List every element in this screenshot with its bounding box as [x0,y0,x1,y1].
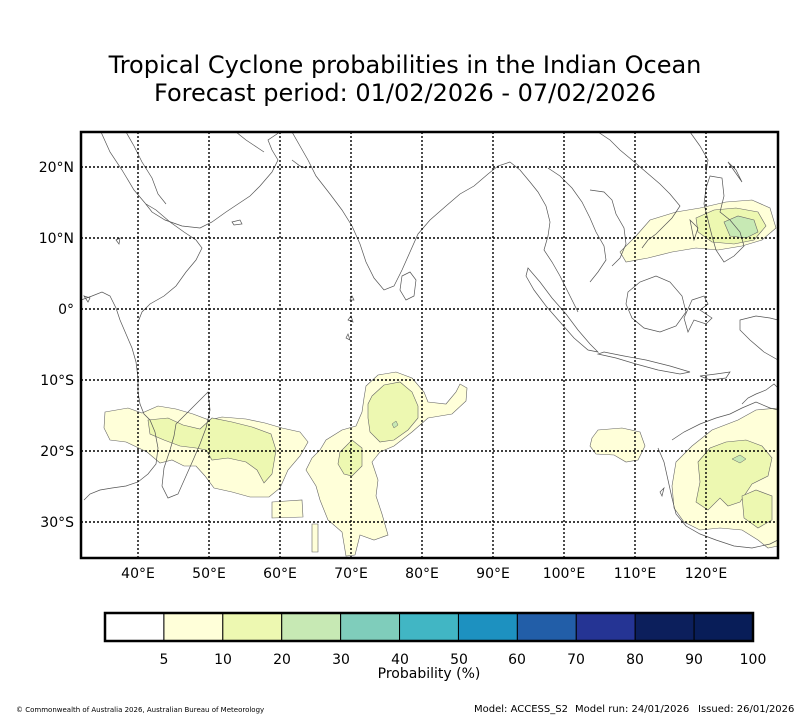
colorbar-tick: 80 [626,652,644,668]
colorbar-swatch [340,612,401,642]
probability-area-northwest-australia-10 [695,439,773,511]
colorbar-swatch [693,612,754,642]
colorbar-swatch [104,612,165,642]
colorbar-tick: 10 [214,652,232,668]
issued-date: Issued: 26/01/2026 [698,704,795,715]
lon-label: 100°E [543,566,586,582]
lat-label: 0° [58,302,74,318]
lon-label: 50°E [192,566,226,582]
probability-area-southwest-10 [147,417,277,484]
title-line-2: Forecast period: 01/02/2026 - 07/02/2026 [154,79,656,107]
colorbar-tick: 50 [450,652,468,668]
latitude-labels: 20°N 10°N 0° 10°S 20°S 30°S [39,160,74,531]
probability-area-philippines-20 [723,215,759,239]
colorbar-tick: 90 [685,652,703,668]
colorbar-tick: 30 [332,652,350,668]
lat-label: 30°S [40,515,74,531]
colorbar-tick: 70 [567,652,585,668]
colorbar [103,611,755,643]
colorbar-swatch [222,612,283,642]
colorbar-swatch [163,612,224,642]
model-run-date: Model run: 24/01/2026 [575,704,690,715]
probability-area-west-australia [589,427,646,463]
colorbar-swatch [516,612,577,642]
colorbar-swatch [457,612,518,642]
copyright-notice: © Commonwealth of Australia 2026, Austra… [16,706,265,714]
map-frame [79,130,780,560]
model-name: Model: ACCESS_S2 [474,704,568,715]
lon-label: 40°E [121,566,155,582]
lon-label: 80°E [405,566,439,582]
graticule [81,132,778,558]
longitude-labels: 40°E 50°E 60°E 70°E 80°E 90°E 100°E 110°… [121,566,727,582]
colorbar-tick: 5 [160,652,169,668]
probability-area-central-10 [367,381,419,443]
lat-label: 20°S [40,444,74,460]
colorbar-tick: 100 [740,652,767,668]
colorbar-tick: 20 [273,652,291,668]
title-line-1: Tropical Cyclone probabilities in the In… [108,51,702,79]
colorbar-swatch [575,612,636,642]
colorbar-tick: 60 [508,652,526,668]
lon-label: 70°E [334,566,368,582]
probability-area-small-south [271,499,304,519]
lon-label: 60°E [263,566,297,582]
colorbar-swatch [399,612,459,642]
probability-area-central-tongue [337,439,363,477]
lat-label: 10°S [40,373,74,389]
lon-label: 90°E [476,566,510,582]
colorbar-frame [103,611,755,643]
lon-label: 110°E [614,566,657,582]
probability-contours [103,199,778,557]
lat-label: 20°N [39,160,74,176]
lon-label: 120°E [685,566,728,582]
coastlines [81,132,778,549]
colorbar-swatch [634,612,695,642]
colorbar-ticks: 5 10 20 30 40 50 60 70 80 90 100 [160,652,767,668]
colorbar-swatch [281,612,342,642]
colorbar-label: Probability (%) [378,666,481,682]
colorbar-tick: 40 [391,652,409,668]
lat-label: 10°N [39,231,74,247]
